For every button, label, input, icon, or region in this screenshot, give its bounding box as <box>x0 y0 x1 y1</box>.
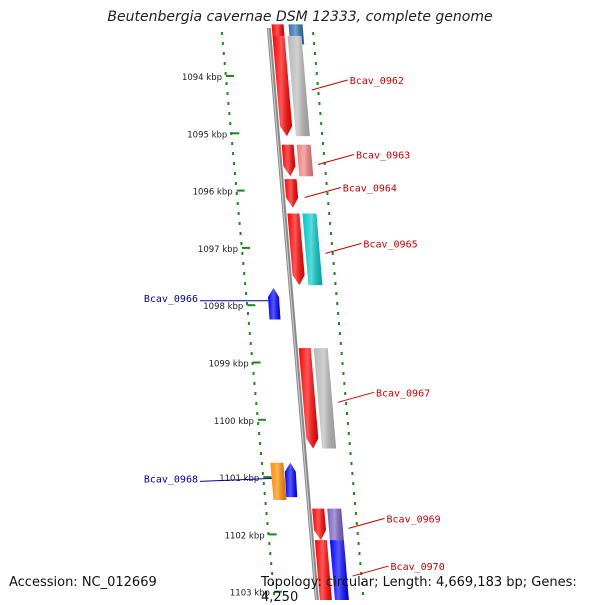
gene-cds-arrow-shade <box>287 213 305 286</box>
gene-cds-arrow-shade <box>298 348 319 449</box>
gene-label-leader <box>311 79 348 91</box>
gene-label-leader <box>199 477 272 482</box>
ruler-tick-label: 1100 kbp <box>214 417 254 427</box>
gene-label-leader <box>337 391 375 403</box>
gene-label: Bcav_0969 <box>387 514 441 525</box>
gene-label: Bcav_0964 <box>343 183 397 194</box>
gene-label-leader <box>304 186 341 198</box>
genome-backbone <box>266 28 319 600</box>
ruler-tick-label: 1102 kbp <box>225 531 265 541</box>
gene-cds-arrow-shade <box>284 179 299 208</box>
gene-cds-arrow-shade <box>272 35 293 137</box>
genome-summary-text: Topology: circular; Length: 4,669,183 bp… <box>261 575 577 605</box>
ruler-tick-label: 1097 kbp <box>198 245 238 255</box>
gene-cds-arrow-shade <box>314 540 332 600</box>
gene-block-shade <box>327 508 344 541</box>
gene-label: Bcav_0970 <box>391 562 445 573</box>
gene-block-shade <box>329 540 349 600</box>
genome-title: Beutenbergia cavernae DSM 12333, complet… <box>107 9 493 25</box>
gene-block-shade <box>296 144 314 177</box>
ruler-tick-label: 1103 kbp <box>230 589 270 599</box>
gene-label: Bcav_0967 <box>376 388 430 399</box>
gene-label: Bcav_0963 <box>356 151 410 162</box>
gene-cds-arrow-shade <box>312 508 327 541</box>
ruler-tick-label: 1098 kbp <box>203 302 243 312</box>
ruler-tick-label: 1095 kbp <box>187 130 227 140</box>
ruler-tick-label: 1101 kbp <box>219 474 259 484</box>
gene-label: Bcav_0968 <box>144 474 198 485</box>
backbone-line <box>266 28 319 600</box>
gene-labels: Bcav_0962 Bcav_0963 Bcav_0964 Bcav_0965 Bcav… <box>144 76 445 577</box>
gene-block-shade <box>287 35 310 137</box>
ruler-tick-label: 1096 kbp <box>193 188 233 198</box>
gene-block-shade <box>270 462 287 501</box>
gene-block-shade <box>302 213 323 286</box>
ruler: 1094 kbp 1095 kbp 1096 kbp 1097 kbp 1098 kbp… <box>182 32 365 599</box>
backbone-highlight <box>267 28 317 600</box>
gene-label: Bcav_0965 <box>363 239 417 250</box>
gene-block-shade <box>313 348 337 449</box>
gene-label: Bcav_0962 <box>350 76 404 87</box>
gene-label-leader <box>348 517 385 529</box>
gene-track <box>267 24 349 600</box>
gene-label-leader <box>352 565 389 577</box>
ruler-tick-label: 1099 kbp <box>209 360 249 370</box>
gene-cds-arrow-shade <box>281 144 296 177</box>
ruler-tick-label: 1094 kbp <box>182 73 222 83</box>
gene-minus-arrow-shade <box>267 288 281 320</box>
gene-label: Bcav_0966 <box>144 294 198 305</box>
gene-minus-arrow-shade <box>284 462 298 498</box>
gene-label-leader <box>325 242 362 254</box>
gene-label-leader <box>317 154 355 165</box>
accession-text: Accession: NC_012669 <box>9 575 157 590</box>
